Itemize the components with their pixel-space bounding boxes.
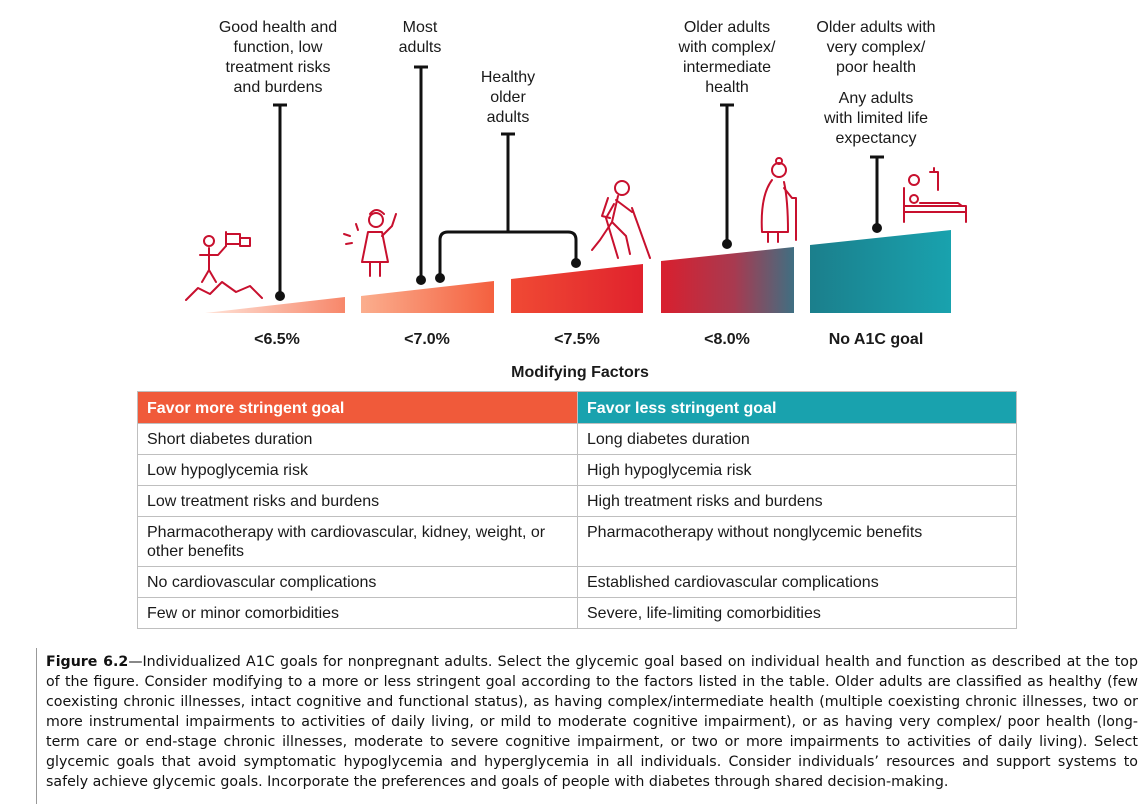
goal-label-8-0: <8.0%	[704, 331, 750, 348]
label-limited-life-expectancy: Any adults with limited life expectancy	[823, 90, 929, 147]
cell-more: Pharmacotherapy with cardiovascular, kid…	[137, 516, 578, 567]
ramp-segment-4	[661, 247, 794, 313]
cell-more: Few or minor comorbidities	[137, 597, 578, 629]
label-very-complex-health: Older adults with very complex/ poor hea…	[816, 19, 936, 76]
figure-caption: Figure 6.2—Individualized A1C goals for …	[46, 652, 1138, 792]
goal-label-6-5: <6.5%	[254, 331, 300, 348]
table-row: Few or minor comorbidities Severe, life-…	[137, 597, 1017, 629]
hiker-poles-icon	[591, 180, 651, 259]
cell-more: Low hypoglycemia risk	[137, 454, 578, 486]
a1c-goal-diagram	[185, 65, 967, 313]
goal-label-7-0: <7.0%	[404, 331, 450, 348]
climber-flag-icon	[185, 231, 263, 301]
cell-more: Short diabetes duration	[137, 423, 578, 455]
cell-less: Long diabetes duration	[577, 423, 1017, 455]
goal-label-7-5: <7.5%	[554, 331, 600, 348]
elderly-woman-cane-icon	[760, 157, 797, 243]
label-good-health: Good health and function, low treatment …	[218, 19, 338, 96]
pointer-lines	[273, 65, 884, 296]
caption-label: Figure 6.2	[46, 654, 129, 670]
cell-less: Established cardiovascular complications	[577, 566, 1017, 598]
modifying-factors-title: Modifying Factors	[511, 364, 649, 381]
label-healthy-older-adults: Healthy older adults	[480, 69, 536, 126]
label-complex-health: Older adults with complex/ intermediate …	[678, 19, 776, 96]
table-row: Short diabetes duration Long diabetes du…	[137, 423, 1017, 455]
ramp-segment-2	[361, 281, 494, 313]
cell-less: Severe, life-limiting comorbidities	[577, 597, 1017, 629]
woman-waving-icon	[343, 209, 397, 277]
ramp-segment-5	[810, 230, 951, 313]
cell-less: High hypoglycemia risk	[577, 454, 1017, 486]
label-most-adults: Most adults	[398, 19, 442, 56]
hospital-bed-icon	[903, 167, 967, 223]
table-row: Pharmacotherapy with cardiovascular, kid…	[137, 516, 1017, 567]
ramp-segment-3	[511, 264, 643, 313]
goal-label-no-goal: No A1C goal	[828, 331, 924, 348]
header-more-stringent: Favor more stringent goal	[137, 391, 578, 424]
caption-rule	[36, 648, 37, 804]
table-row: Low treatment risks and burdens High tre…	[137, 485, 1017, 517]
table-header-row: Favor more stringent goal Favor less str…	[137, 391, 1017, 424]
cell-more: No cardiovascular complications	[137, 566, 578, 598]
pointer-dots	[275, 223, 882, 301]
table-row: No cardiovascular complications Establis…	[137, 566, 1017, 598]
cell-less: Pharmacotherapy without nonglycemic bene…	[577, 516, 1017, 567]
modifying-factors-table: Favor more stringent goal Favor less str…	[137, 391, 1017, 629]
header-less-stringent: Favor less stringent goal	[577, 391, 1017, 424]
ramp-segment-1	[205, 297, 345, 313]
caption-text: —Individualized A1C goals for nonpregnan…	[46, 654, 1138, 790]
table-row: Low hypoglycemia risk High hypoglycemia …	[137, 454, 1017, 486]
cell-less: High treatment risks and burdens	[577, 485, 1017, 517]
cell-more: Low treatment risks and burdens	[137, 485, 578, 517]
